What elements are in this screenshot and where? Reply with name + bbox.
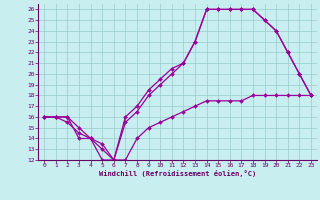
X-axis label: Windchill (Refroidissement éolien,°C): Windchill (Refroidissement éolien,°C) <box>99 170 256 177</box>
